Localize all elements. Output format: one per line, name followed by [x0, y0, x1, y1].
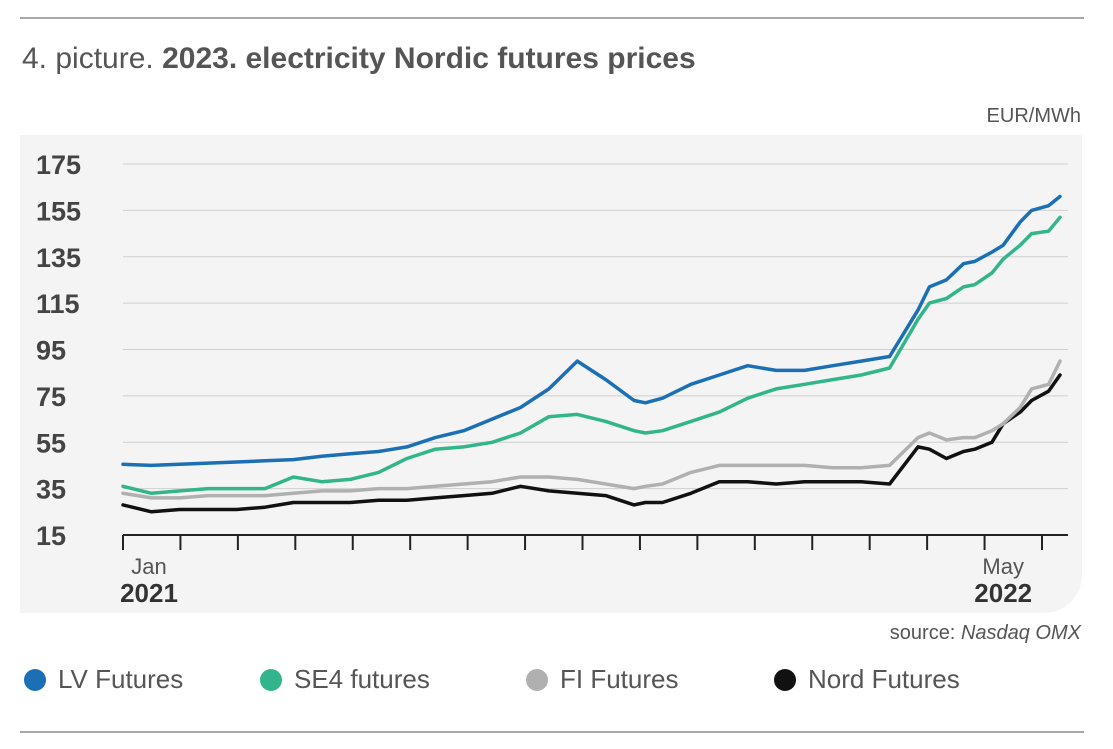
y-tick-label-115: 115: [36, 289, 80, 319]
legend-dot-fi-icon: [526, 668, 548, 691]
legend-item-lv: LV Futures: [24, 664, 183, 695]
y-tick-label-155: 155: [36, 196, 81, 226]
legend-dot-lv-icon: [24, 668, 46, 691]
legend-item-fi: FI Futures: [526, 664, 678, 695]
y-tick-label-35: 35: [36, 475, 66, 505]
y-tick-label-135: 135: [36, 243, 81, 273]
legend-label-lv: LV Futures: [58, 664, 184, 694]
unit-label: EUR/MWh: [986, 105, 1081, 127]
legend-item-nord: Nord Futures: [774, 664, 960, 695]
bottom-rule: [20, 731, 1084, 733]
legend-item-se4: SE4 futures: [260, 664, 430, 695]
x-label-year-0: 2021: [120, 578, 178, 608]
source-note: source: Nasdaq OMX: [890, 622, 1081, 645]
source-label: source:: [889, 622, 956, 644]
x-label-month-0: Jan: [131, 554, 166, 579]
source-name: Nasdaq OMX: [960, 622, 1081, 644]
chart-title: 4. picture. 2023. electricity Nordic fut…: [22, 42, 696, 76]
y-tick-label-75: 75: [36, 382, 66, 412]
x-label-year-1: 2022: [974, 578, 1032, 608]
series-line-1: [121, 215, 1062, 496]
top-rule: [20, 17, 1084, 19]
legend-label-se4: SE4 futures: [294, 664, 430, 694]
y-tick-label-95: 95: [36, 336, 66, 366]
y-tick-label-175: 175: [36, 150, 81, 180]
chart-panel: [20, 135, 1082, 613]
series-line-0: [121, 194, 1062, 468]
series-line-3: [121, 373, 1062, 514]
series-line-2: [121, 359, 1062, 500]
legend-label-fi: FI Futures: [560, 664, 679, 694]
x-label-month-1: May: [982, 554, 1024, 579]
legend-label-nord: Nord Futures: [808, 664, 960, 694]
legend-dot-nord-icon: [774, 668, 796, 691]
legend: LV Futures SE4 futures FI Futures Nord F…: [24, 664, 1084, 698]
legend-dot-se4-icon: [260, 668, 282, 691]
y-tick-label-55: 55: [36, 428, 66, 458]
title-prefix: 4. picture.: [22, 42, 154, 75]
title-main: 2023. electricity Nordic futures prices: [162, 42, 696, 75]
y-tick-label-15: 15: [36, 521, 66, 551]
